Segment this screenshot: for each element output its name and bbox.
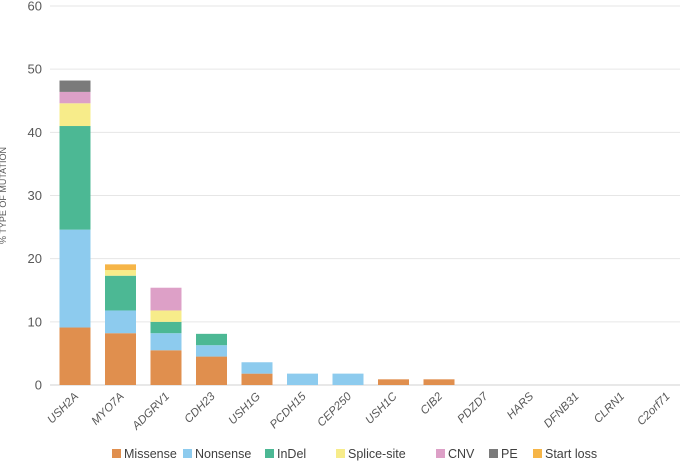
x-tick-label: CIB2: [419, 390, 446, 417]
y-tick-label: 30: [28, 188, 42, 203]
y-tick-label: 40: [28, 125, 42, 140]
bar-cib2-missense: [423, 379, 455, 385]
bar-myo7a-indel: [105, 275, 136, 311]
bar-myo7a-missense: [105, 333, 136, 385]
x-tick-label: USH1C: [364, 390, 401, 427]
gridlines: [50, 5, 680, 386]
legend-label: CNV: [448, 447, 475, 461]
bar-adgrv1-missense: [150, 350, 182, 385]
bar-pcdh15-nonsense: [287, 373, 318, 385]
x-tick-label: C2orf71: [635, 391, 672, 428]
y-tick-label: 0: [35, 378, 42, 393]
x-tick-label: CDH23: [182, 390, 218, 426]
y-tick-label: 50: [28, 62, 42, 77]
x-tick-label: ADGRV1: [130, 391, 172, 433]
bar-cdh23-missense: [196, 356, 227, 385]
bars: [59, 80, 455, 385]
bar-ush2a-nonsense: [59, 229, 91, 328]
bar-ush1c-missense: [378, 379, 409, 385]
legend-label: Missense: [124, 447, 177, 461]
bar-cep250-nonsense: [332, 373, 364, 385]
bar-ush2a-pe: [59, 80, 91, 92]
x-tick-label: HARS: [505, 390, 536, 421]
bar-ush1g-missense: [241, 373, 273, 385]
bar-myo7a-nonsense: [105, 310, 136, 334]
legend-swatch: [336, 449, 345, 458]
legend-label: PE: [501, 447, 518, 461]
bar-ush2a-indel: [59, 126, 91, 230]
legend-item-pe: PE: [489, 447, 518, 461]
x-tick-label: PCDH15: [268, 390, 309, 431]
x-tick-label: MYO7A: [90, 390, 127, 427]
legend-swatch: [436, 449, 445, 458]
bar-myo7a-splice-site: [105, 270, 136, 276]
legend-item-missense: Missense: [112, 447, 177, 461]
legend-item-indel: InDel: [265, 447, 306, 461]
bar-ush2a-missense: [59, 327, 91, 385]
bar-adgrv1-cnv: [150, 287, 182, 311]
bar-myo7a-start-loss: [105, 264, 136, 271]
legend-swatch: [489, 449, 498, 458]
bar-ush2a-splice-site: [59, 103, 91, 127]
legend-swatch: [183, 449, 192, 458]
legend-item-splice-site: Splice-site: [336, 447, 406, 461]
bar-ush2a-cnv: [59, 91, 91, 104]
x-axis-ticks: USH2A MYO7A ADGRV1 CDH23 USH1G PCDH15 CEP250 US…: [46, 390, 673, 433]
legend: Missense Nonsense InDel Splice-site CNV PE Sta…: [112, 447, 597, 461]
legend-swatch: [112, 449, 121, 458]
legend-label: Splice-site: [348, 447, 406, 461]
legend-item-start-loss: Start loss: [533, 447, 597, 461]
x-tick-label: PDZD7: [455, 390, 491, 426]
legend-swatch: [533, 449, 542, 458]
bar-cdh23-indel: [196, 333, 227, 346]
y-tick-label: 20: [28, 251, 42, 266]
bar-adgrv1-nonsense: [150, 333, 182, 351]
x-tick-label: DFNB31: [542, 391, 582, 431]
x-tick-label: CEP250: [315, 390, 354, 429]
x-tick-label: CLRN1: [592, 391, 627, 426]
bar-adgrv1-splice-site: [150, 310, 182, 322]
y-axis-ticks: 0 10 20 30 40 50 60: [28, 0, 42, 393]
legend-item-nonsense: Nonsense: [183, 447, 251, 461]
bar-cdh23-nonsense: [196, 345, 227, 357]
legend-swatch: [265, 449, 274, 458]
y-tick-label: 60: [28, 0, 42, 14]
y-axis-label: % TYPE OF MUTATION: [0, 147, 8, 244]
legend-label: InDel: [277, 447, 306, 461]
y-tick-label: 10: [28, 314, 42, 329]
x-tick-label: USH2A: [46, 390, 82, 426]
legend-label: Start loss: [545, 447, 597, 461]
x-tick-label: USH1G: [227, 391, 264, 428]
legend-label: Nonsense: [195, 447, 251, 461]
bar-ush1g-nonsense: [241, 362, 273, 374]
legend-item-cnv: CNV: [436, 447, 475, 461]
bar-adgrv1-indel: [150, 321, 182, 334]
